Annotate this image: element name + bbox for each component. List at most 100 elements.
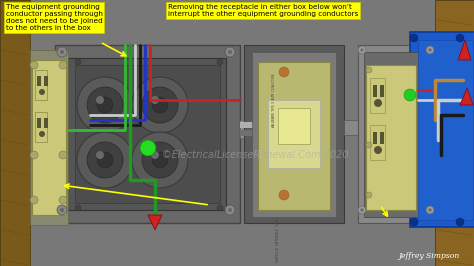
Text: SERVICE ENTRANCE CABLE TYPE X ASTM C12360/L13200: SERVICE ENTRANCE CABLE TYPE X ASTM C1236… — [276, 160, 280, 262]
Bar — [240, 130, 315, 136]
Bar — [240, 120, 315, 138]
Circle shape — [59, 61, 67, 69]
Circle shape — [132, 77, 188, 133]
Bar — [373, 85, 377, 97]
Circle shape — [97, 97, 113, 113]
Circle shape — [426, 206, 434, 214]
Circle shape — [366, 67, 372, 73]
Circle shape — [279, 190, 289, 200]
Bar — [30, 0, 435, 266]
Circle shape — [57, 47, 67, 57]
Circle shape — [39, 131, 45, 137]
Bar — [366, 65, 416, 210]
Text: WALLBOARD TYPE X ASTM C1396/C1396: WALLBOARD TYPE X ASTM C1396/C1396 — [272, 73, 276, 127]
Polygon shape — [460, 88, 473, 105]
Bar — [268, 100, 320, 168]
Bar — [278, 108, 310, 144]
Circle shape — [152, 97, 168, 113]
Bar — [373, 132, 377, 144]
Circle shape — [87, 87, 123, 123]
Circle shape — [358, 46, 366, 54]
Bar — [380, 85, 384, 97]
Bar — [32, 60, 66, 215]
Circle shape — [225, 47, 235, 57]
Circle shape — [77, 132, 133, 188]
Circle shape — [217, 59, 223, 65]
Bar — [44, 76, 48, 86]
Circle shape — [140, 140, 156, 156]
Circle shape — [151, 96, 159, 104]
Circle shape — [57, 205, 67, 215]
Text: The equipment grounding
conductor passing through
does not need to be joined
to : The equipment grounding conductor passin… — [6, 4, 102, 31]
Bar — [380, 132, 384, 144]
Bar — [252, 52, 336, 217]
Circle shape — [217, 205, 223, 211]
Bar — [370, 78, 385, 113]
Circle shape — [428, 209, 431, 211]
Circle shape — [361, 48, 364, 52]
Circle shape — [279, 67, 289, 77]
Circle shape — [374, 146, 382, 154]
Text: Jeffrey Simpson: Jeffrey Simpson — [399, 252, 460, 260]
Circle shape — [410, 34, 418, 42]
Polygon shape — [458, 40, 471, 60]
Circle shape — [361, 209, 364, 211]
Circle shape — [428, 48, 431, 52]
Bar — [55, 45, 240, 223]
Bar — [240, 122, 315, 128]
Circle shape — [60, 50, 64, 54]
Bar — [35, 112, 47, 142]
Text: ©ElectricalLicenseRenewal.Com 2020: ©ElectricalLicenseRenewal.Com 2020 — [162, 150, 348, 160]
Circle shape — [410, 218, 418, 226]
Circle shape — [366, 142, 372, 148]
Circle shape — [30, 61, 38, 69]
Circle shape — [39, 89, 45, 95]
Bar — [358, 45, 438, 223]
Circle shape — [132, 132, 188, 188]
Circle shape — [366, 192, 372, 198]
Circle shape — [456, 218, 464, 226]
Bar — [75, 65, 220, 203]
Bar — [418, 40, 473, 220]
Circle shape — [75, 205, 81, 211]
Text: Removing the receptacle in either box below won’t
interrupt the other equipment : Removing the receptacle in either box be… — [168, 4, 359, 17]
Circle shape — [374, 99, 382, 107]
Circle shape — [59, 196, 67, 204]
Circle shape — [358, 206, 366, 214]
Circle shape — [77, 77, 133, 133]
Polygon shape — [148, 215, 162, 230]
Bar — [35, 70, 47, 100]
Bar — [0, 0, 30, 266]
Circle shape — [404, 89, 416, 101]
Bar — [30, 50, 68, 225]
Bar — [410, 32, 474, 227]
Bar — [44, 118, 48, 128]
Circle shape — [228, 208, 232, 212]
Circle shape — [96, 151, 104, 159]
Circle shape — [142, 87, 178, 123]
Circle shape — [59, 151, 67, 159]
Circle shape — [225, 205, 235, 215]
Circle shape — [142, 142, 178, 178]
Circle shape — [426, 46, 434, 54]
Circle shape — [456, 34, 464, 42]
Bar — [435, 0, 474, 266]
Circle shape — [152, 152, 168, 168]
Bar — [364, 52, 432, 217]
Bar — [37, 118, 41, 128]
Circle shape — [96, 96, 104, 104]
Bar — [244, 45, 344, 223]
Bar — [258, 62, 330, 210]
Circle shape — [60, 208, 64, 212]
Circle shape — [30, 151, 38, 159]
Circle shape — [30, 196, 38, 204]
Bar — [37, 76, 41, 86]
Circle shape — [97, 152, 113, 168]
Circle shape — [87, 142, 123, 178]
Bar — [68, 58, 226, 210]
Bar — [344, 120, 409, 135]
Circle shape — [228, 50, 232, 54]
Bar — [370, 125, 385, 160]
Circle shape — [75, 59, 81, 65]
Circle shape — [151, 151, 159, 159]
